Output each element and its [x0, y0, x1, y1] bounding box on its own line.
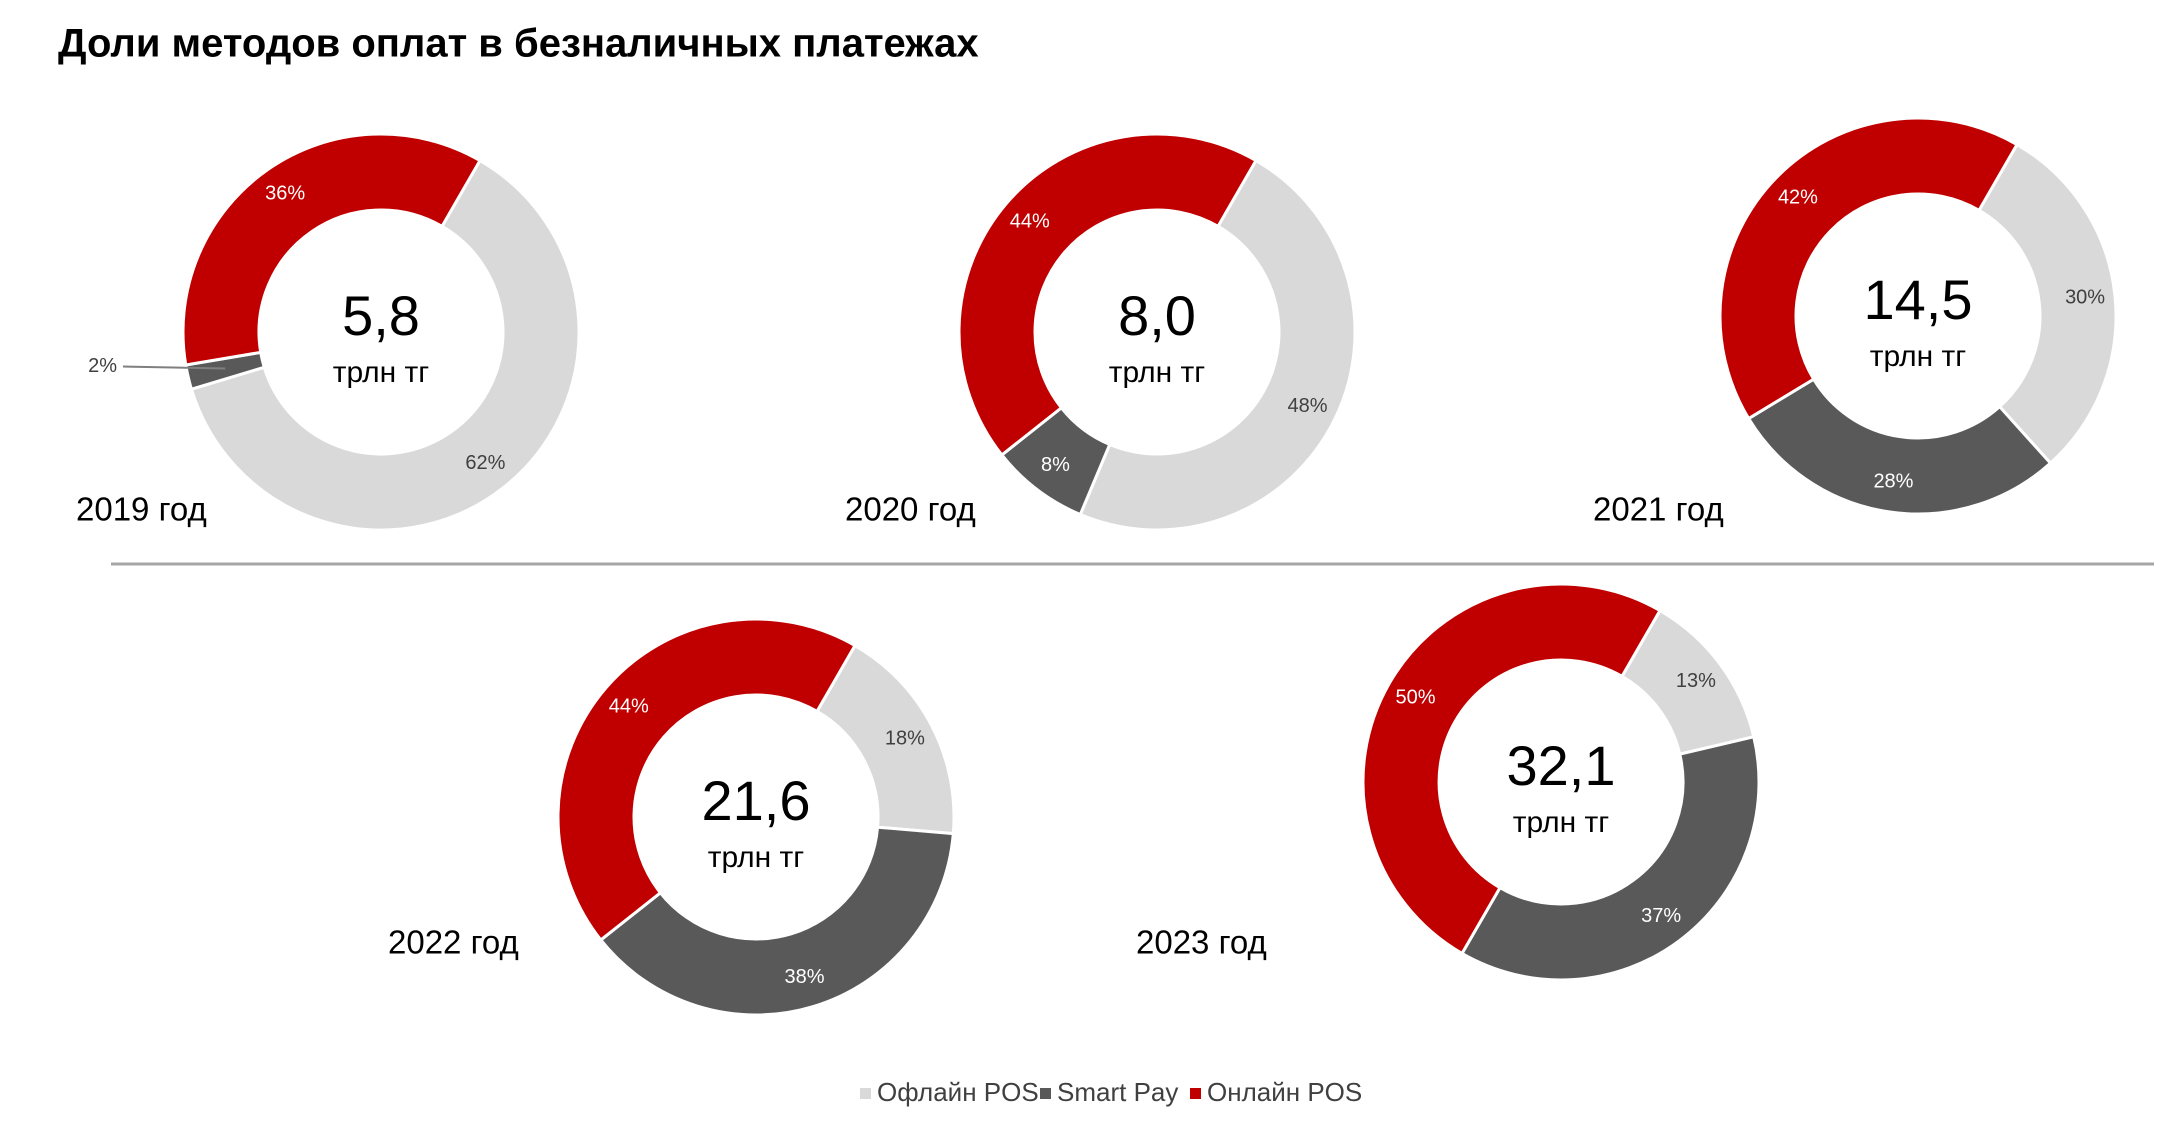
data-label: 2%: [88, 355, 117, 377]
leader-line: [122, 365, 226, 370]
data-label: 8%: [1041, 454, 1070, 476]
data-label: 44%: [609, 696, 649, 718]
donut-segment: [598, 825, 955, 1017]
chart-year: 2022 год: [388, 924, 519, 961]
donut-segment: [1718, 116, 2020, 421]
page-title: Доли методов оплат в безналичных платежа…: [58, 22, 979, 66]
legend-swatch: [1040, 1088, 1051, 1099]
data-label: 37%: [1641, 905, 1681, 927]
data-label: 28%: [1873, 470, 1913, 492]
center-total: 5,8: [342, 284, 420, 347]
legend-label: Офлайн POS: [877, 1077, 1039, 1107]
donut-segment: [189, 158, 581, 532]
data-label: 38%: [785, 966, 825, 988]
donut-segment: [1459, 734, 1761, 982]
data-label: 36%: [265, 182, 305, 204]
center-unit: трлн тг: [708, 841, 805, 874]
chart-year: 2020 год: [845, 491, 976, 528]
data-label: 62%: [465, 452, 505, 474]
data-label: 30%: [2065, 287, 2105, 309]
donut-segment: [957, 132, 1259, 458]
donut-segment: [1746, 377, 2053, 516]
center-total: 21,6: [702, 769, 811, 832]
chart-year: 2021 год: [1593, 491, 1724, 528]
data-label: 18%: [885, 727, 925, 749]
chart-year: 2019 год: [76, 491, 207, 528]
donut-segment: [814, 643, 956, 836]
donut-segment: [181, 132, 483, 367]
center-total: 32,1: [1507, 734, 1616, 797]
legend-swatch: [860, 1088, 871, 1099]
legend-swatch: [1190, 1088, 1201, 1099]
center-unit: трлн тг: [1870, 340, 1967, 373]
center-unit: трлн тг: [1513, 806, 1610, 839]
data-label: 13%: [1676, 670, 1716, 692]
donut-segment: [1976, 142, 2118, 466]
chart-year: 2023 год: [1136, 924, 1267, 961]
legend-label: Smart Pay: [1057, 1077, 1178, 1107]
donut-segment: [1361, 582, 1663, 956]
center-unit: трлн тг: [333, 356, 430, 389]
data-label: 44%: [1010, 211, 1050, 233]
donut-segment: [556, 617, 858, 943]
center-unit: трлн тг: [1109, 356, 1206, 389]
data-label: 42%: [1778, 187, 1818, 209]
center-total: 14,5: [1864, 268, 1973, 331]
data-label: 48%: [1287, 395, 1327, 417]
data-label: 50%: [1395, 686, 1435, 708]
center-total: 8,0: [1118, 284, 1196, 347]
donut-segment: [1078, 158, 1357, 532]
legend-label: Онлайн POS: [1207, 1077, 1362, 1107]
